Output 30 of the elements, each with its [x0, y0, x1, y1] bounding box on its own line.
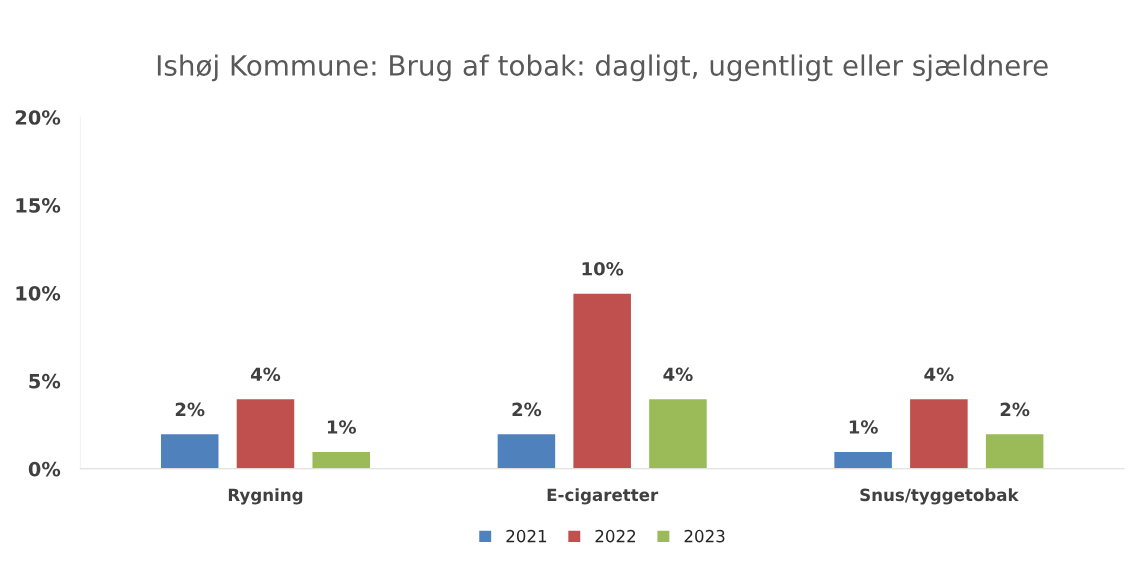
bar — [984, 432, 1045, 469]
chart-title: Ishøj Kommune: Brug af tobak: dagligt, ugentligt eller sjældnere — [157, 54, 1048, 82]
x-tick-label: E-cigaretter — [547, 488, 659, 505]
legend-label: 2021 — [506, 529, 547, 543]
data-label: 2% — [1000, 402, 1030, 417]
bar — [647, 397, 709, 469]
y-tick-label: 15% — [16, 198, 61, 213]
legend-label: 2023 — [684, 529, 725, 543]
bar — [235, 397, 296, 469]
bar — [496, 432, 557, 469]
bar — [572, 292, 633, 469]
y-tick-label: 0% — [28, 461, 61, 477]
data-label: 4% — [250, 367, 281, 382]
data-label: 4% — [924, 367, 954, 382]
y-tick-label: 5% — [29, 373, 61, 389]
data-label: 10% — [582, 261, 624, 276]
data-label: 4% — [663, 367, 693, 382]
bar — [159, 432, 220, 469]
data-label: 1% — [327, 420, 356, 434]
legend-label: 2022 — [595, 529, 636, 543]
y-tick-label: 10% — [16, 285, 61, 301]
x-tick-label: Snus/tyggetobak — [860, 488, 1019, 505]
bar — [832, 450, 894, 469]
y-tick-label: 20% — [15, 110, 61, 125]
x-tick-label: Rygning — [228, 488, 303, 505]
data-label: 2% — [175, 402, 205, 417]
data-label: 2% — [512, 402, 542, 417]
bar — [311, 450, 372, 469]
bar — [908, 397, 970, 469]
data-label: 1% — [849, 420, 878, 434]
